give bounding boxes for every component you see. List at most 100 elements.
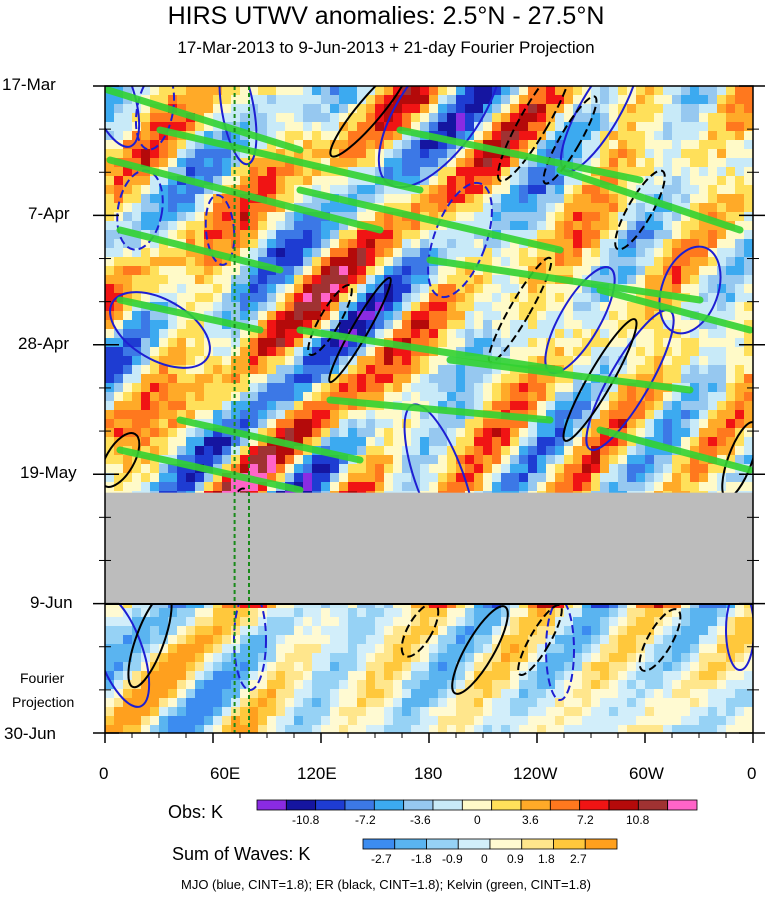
- field-cell: [582, 455, 592, 465]
- field-cell: [249, 437, 259, 447]
- field-cell: [123, 374, 133, 384]
- field-cell: [483, 239, 493, 249]
- field-cell: [348, 248, 358, 258]
- field-cell: [267, 635, 277, 645]
- field-cell: [699, 104, 709, 114]
- field-cell: [150, 239, 160, 249]
- field-cell: [222, 464, 232, 474]
- field-cell: [717, 158, 727, 168]
- field-cell: [690, 626, 700, 636]
- field-cell: [348, 158, 358, 168]
- field-cell: [744, 410, 753, 420]
- field-cell: [672, 230, 682, 240]
- field-cell: [366, 446, 376, 456]
- field-cell: [357, 239, 367, 249]
- field-cell: [420, 455, 430, 465]
- field-cell: [582, 401, 592, 411]
- field-cell: [249, 464, 259, 474]
- field-cell: [420, 230, 430, 240]
- field-cell: [393, 374, 403, 384]
- field-cell: [366, 302, 376, 312]
- field-cell: [168, 446, 178, 456]
- field-cell: [123, 221, 133, 231]
- field-cell: [501, 113, 511, 123]
- field-cell: [519, 185, 529, 195]
- field-cell: [330, 113, 340, 123]
- field-cell: [186, 239, 196, 249]
- field-cell: [591, 203, 601, 213]
- field-cell: [276, 329, 286, 339]
- field-cell: [276, 446, 286, 456]
- field-cell: [321, 86, 331, 96]
- field-cell: [717, 266, 727, 276]
- field-cell: [618, 86, 628, 96]
- field-cell: [726, 689, 736, 699]
- field-cell: [681, 401, 691, 411]
- field-cell: [213, 680, 223, 690]
- field-cell: [384, 482, 394, 492]
- field-cell: [240, 635, 250, 645]
- field-cell: [564, 302, 574, 312]
- field-cell: [636, 122, 646, 132]
- field-cell: [447, 230, 457, 240]
- field-cell: [456, 626, 466, 636]
- field-cell: [546, 140, 556, 150]
- field-cell: [645, 176, 655, 186]
- field-cell: [177, 140, 187, 150]
- field-cell: [726, 644, 736, 654]
- field-cell: [546, 401, 556, 411]
- field-cell: [672, 212, 682, 222]
- field-cell: [636, 185, 646, 195]
- field-cell: [312, 239, 322, 249]
- field-cell: [456, 86, 466, 96]
- field-cell: [195, 707, 205, 717]
- field-cell: [366, 311, 376, 321]
- field-cell: [159, 185, 169, 195]
- field-cell: [339, 203, 349, 213]
- field-cell: [384, 131, 394, 141]
- field-cell: [222, 671, 232, 681]
- field-cell: [510, 644, 520, 654]
- field-cell: [663, 410, 673, 420]
- field-cell: [231, 698, 241, 708]
- field-cell: [195, 383, 205, 393]
- field-cell: [285, 617, 295, 627]
- field-cell: [429, 662, 439, 672]
- field-cell: [726, 374, 736, 384]
- field-cell: [726, 482, 736, 492]
- field-cell: [537, 203, 547, 213]
- field-cell: [555, 122, 565, 132]
- field-cell: [276, 320, 286, 330]
- field-cell: [429, 392, 439, 402]
- field-cell: [708, 176, 718, 186]
- field-cell: [132, 86, 142, 96]
- field-cell: [123, 329, 133, 339]
- field-cell: [717, 329, 727, 339]
- field-cell: [564, 194, 574, 204]
- field-cell: [393, 176, 403, 186]
- field-cell: [330, 104, 340, 114]
- field-cell: [240, 482, 250, 492]
- field-cell: [564, 437, 574, 447]
- field-cell: [654, 248, 664, 258]
- field-cell: [123, 113, 133, 123]
- field-cell: [294, 671, 304, 681]
- field-cell: [393, 302, 403, 312]
- field-cell: [564, 680, 574, 690]
- field-cell: [708, 131, 718, 141]
- field-cell: [483, 329, 493, 339]
- field-cell: [708, 311, 718, 321]
- field-cell: [429, 140, 439, 150]
- field-cell: [510, 221, 520, 231]
- field-cell: [366, 113, 376, 123]
- field-cell: [447, 131, 457, 141]
- field-cell: [240, 410, 250, 420]
- field-cell: [159, 311, 169, 321]
- field-cell: [681, 698, 691, 708]
- field-cell: [339, 653, 349, 663]
- field-cell: [177, 356, 187, 366]
- field-cell: [636, 365, 646, 375]
- field-cell: [204, 473, 214, 483]
- field-cell: [519, 347, 529, 357]
- field-cell: [276, 365, 286, 375]
